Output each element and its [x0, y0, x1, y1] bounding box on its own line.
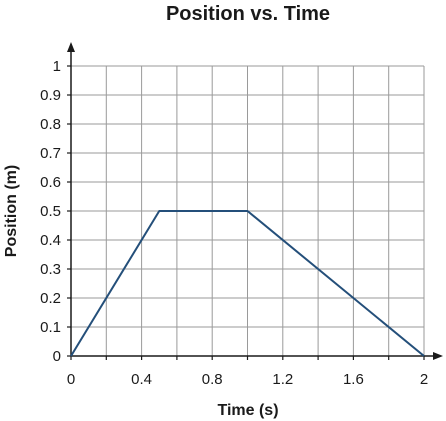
y-tick-label: 0.9	[40, 87, 61, 104]
x-tick-label: 2	[420, 371, 428, 388]
x-axis-label: Time (s)	[217, 402, 278, 419]
x-tick-label: 0	[67, 371, 75, 388]
y-tick-label: 0.6	[40, 174, 61, 191]
y-tick-label: 0	[53, 348, 61, 365]
y-tick-label: 1	[53, 58, 61, 75]
chart-title: Position vs. Time	[166, 3, 330, 25]
y-tick-label: 0.7	[40, 145, 61, 162]
series-layer	[70, 210, 425, 357]
y-tick-label: 0.4	[40, 232, 61, 249]
x-tick-label: 1.2	[272, 371, 293, 388]
y-axis-label: Position (m)	[3, 165, 20, 257]
y-axis-arrow	[67, 42, 75, 52]
y-tick-label: 0.5	[40, 203, 61, 220]
y-tick-label: 0.2	[40, 290, 61, 307]
axes	[67, 42, 443, 360]
x-axis-arrow	[433, 352, 443, 360]
position-line	[70, 210, 425, 357]
x-tick-label: 0.8	[202, 371, 223, 388]
tick-labels: 0 0.1 0.2 0.3 0.4 0.5 0.6 0.7 0.8 0.9 1 0 0.4 0.8 1.2 1…	[40, 58, 428, 388]
y-tick-label: 0.3	[40, 261, 61, 278]
x-tick-label: 0.4	[131, 371, 152, 388]
y-tick-label: 0.8	[40, 116, 61, 133]
x-tick-label: 1.6	[343, 371, 364, 388]
y-tick-label: 0.1	[40, 319, 61, 336]
